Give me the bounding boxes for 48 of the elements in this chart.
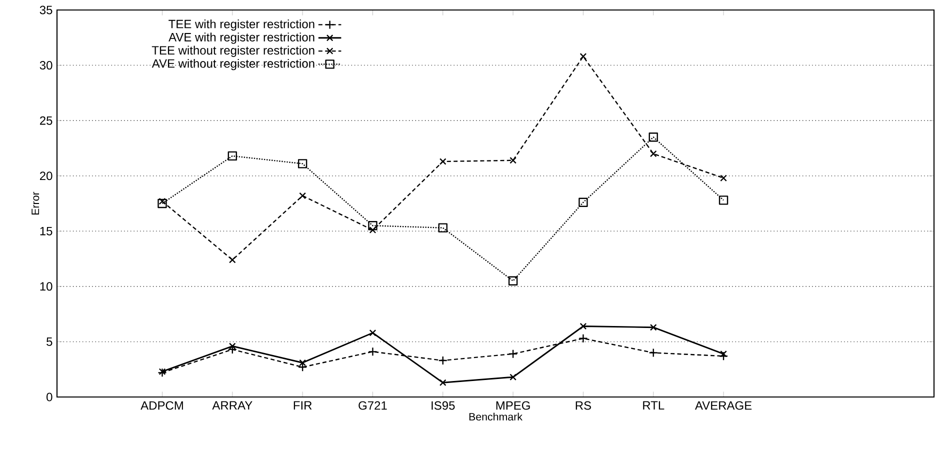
point bbox=[439, 379, 446, 386]
point bbox=[580, 53, 587, 60]
point bbox=[648, 132, 658, 142]
point bbox=[720, 350, 727, 358]
x-tick-label: IS95 bbox=[432, 401, 455, 410]
y-tick-label: 30 bbox=[40, 61, 52, 70]
y-tick-label: 20 bbox=[40, 172, 52, 180]
y-tick-label: 10 bbox=[40, 282, 52, 291]
point bbox=[228, 256, 236, 264]
x-tick-label: MPEG bbox=[496, 401, 530, 410]
point bbox=[578, 198, 588, 207]
point bbox=[438, 223, 448, 232]
point bbox=[228, 151, 238, 161]
x-tick-label: RS bbox=[576, 401, 591, 410]
point bbox=[510, 374, 516, 381]
x-tick-label: FIR bbox=[294, 401, 312, 410]
x-tick-label: AVERAGE bbox=[694, 401, 752, 410]
point bbox=[508, 276, 518, 286]
y-tick-label: 15 bbox=[40, 226, 52, 236]
point bbox=[158, 198, 167, 208]
point bbox=[298, 159, 308, 168]
x-tick-label: RTL bbox=[643, 401, 664, 410]
point bbox=[158, 368, 166, 375]
x-tick-label: ARRAY bbox=[212, 401, 252, 410]
y-tick-label: 0 bbox=[46, 392, 52, 402]
y-tick-label: 5 bbox=[46, 338, 52, 346]
point bbox=[369, 226, 376, 234]
point bbox=[439, 158, 446, 165]
legend-label: AVE with register restriction bbox=[168, 32, 314, 44]
y-tick-label: 25 bbox=[40, 116, 52, 125]
point bbox=[580, 322, 587, 330]
point bbox=[158, 198, 166, 205]
x-tick-label: ADPCM bbox=[140, 401, 183, 410]
point bbox=[299, 192, 306, 200]
point bbox=[369, 329, 376, 336]
point bbox=[368, 221, 378, 230]
point bbox=[718, 196, 728, 205]
y-axis-title: Error bbox=[32, 192, 40, 214]
x-tick-label: G721 bbox=[358, 401, 387, 410]
point bbox=[650, 324, 657, 331]
point bbox=[650, 150, 657, 158]
legend-label: TEE without register restriction bbox=[152, 46, 314, 57]
point bbox=[720, 174, 727, 182]
legend-label: AVE without register restriction bbox=[152, 58, 314, 70]
legend-label: TEE with register restriction bbox=[168, 19, 314, 31]
y-tick-label: 35 bbox=[40, 6, 52, 14]
point bbox=[510, 156, 516, 164]
x-axis-title: Benchmark bbox=[469, 412, 522, 421]
